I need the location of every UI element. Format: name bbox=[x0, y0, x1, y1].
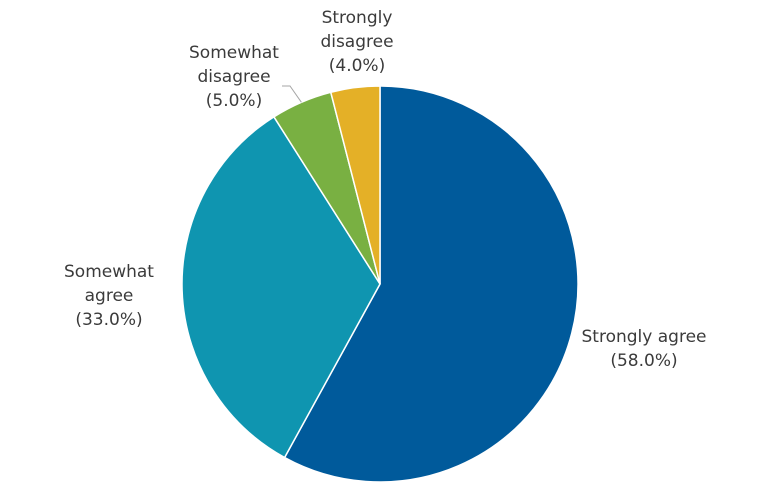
slice-label-strongly-disagree: Strongly disagree (4.0%) bbox=[320, 8, 393, 76]
slice-label-somewhat-disagree: Somewhat disagree (5.0%) bbox=[189, 43, 279, 111]
pie-slices bbox=[181, 85, 579, 483]
slice-label-line: Strongly bbox=[322, 8, 393, 28]
slice-label-line: (5.0%) bbox=[206, 91, 262, 111]
slice-label-line: disagree bbox=[197, 67, 270, 87]
leader-line-somewhat-disagree bbox=[282, 85, 302, 103]
slice-labels: Strongly agree (58.0%) Somewhat agree (33.0%… bbox=[64, 8, 706, 371]
pie-slice-somewhat-agree bbox=[181, 115, 381, 459]
slice-label-line: Strongly agree bbox=[582, 327, 707, 347]
leader-lines bbox=[282, 85, 302, 103]
slice-label-line: agree bbox=[85, 286, 134, 306]
slice-label-line: Somewhat bbox=[189, 43, 279, 63]
slice-label-line: (4.0%) bbox=[329, 56, 385, 76]
slice-label-line: disagree bbox=[320, 32, 393, 52]
pie-slice-strongly-agree bbox=[283, 85, 579, 483]
slice-label-somewhat-agree: Somewhat agree (33.0%) bbox=[64, 262, 154, 330]
slice-label-strongly-agree: Strongly agree (58.0%) bbox=[582, 327, 707, 371]
slice-label-line: (58.0%) bbox=[610, 351, 677, 371]
slice-label-line: Somewhat bbox=[64, 262, 154, 282]
pie-slice-strongly-disagree bbox=[329, 85, 381, 285]
slice-label-line: (33.0%) bbox=[75, 310, 142, 330]
